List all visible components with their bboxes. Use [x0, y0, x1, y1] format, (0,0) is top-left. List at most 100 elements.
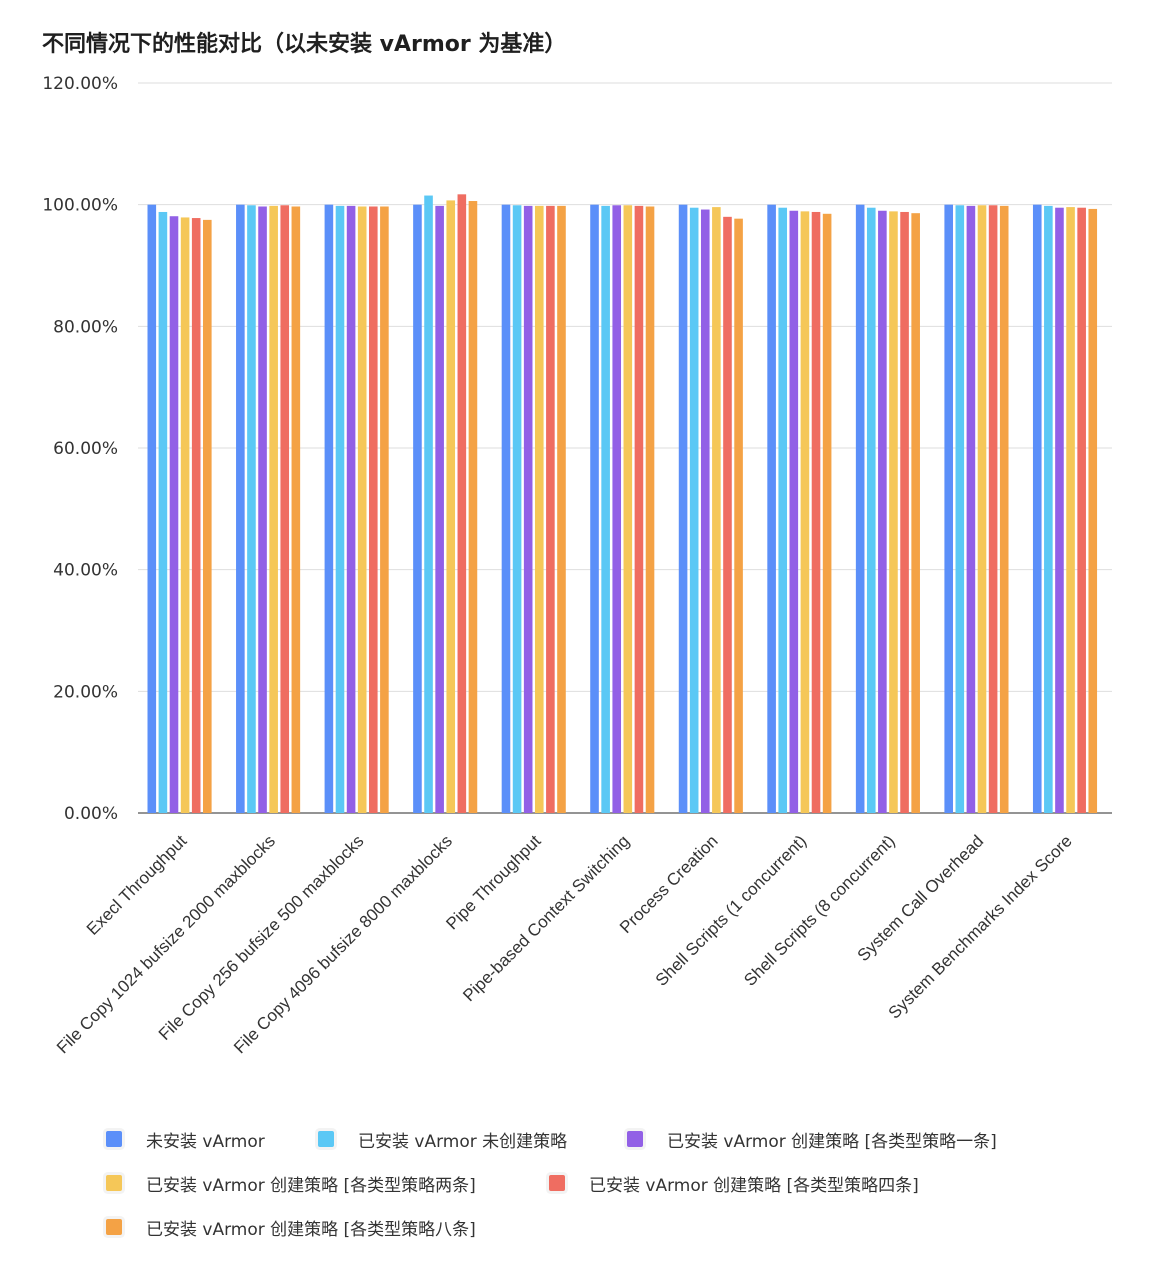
legend-item[interactable]: 已安装 vArmor 创建策略 [各类型策略一条]: [627, 1124, 997, 1154]
bar[interactable]: [955, 205, 965, 813]
bar[interactable]: [911, 213, 920, 813]
bar[interactable]: [280, 205, 290, 813]
legend-label: 已安装 vArmor 创建策略 [各类型策略四条]: [589, 1175, 919, 1196]
bar[interactable]: [889, 211, 898, 813]
bar[interactable]: [534, 205, 544, 814]
bar[interactable]: [1088, 208, 1098, 814]
bar[interactable]: [689, 207, 699, 814]
bar[interactable]: [634, 205, 644, 814]
bar-chart: 0.00% 20.00% 40.00% 60.00% 80.00% 100.00% 120.…: [42, 74, 1112, 1057]
legend-label: 已安装 vArmor 创建策略 [各类型策略八条]: [146, 1219, 476, 1240]
legend-swatch: [318, 1131, 334, 1147]
bar[interactable]: [789, 210, 799, 813]
bar[interactable]: [623, 205, 633, 813]
bar[interactable]: [800, 211, 810, 813]
bar[interactable]: [1055, 207, 1064, 814]
bars: [147, 194, 1098, 814]
legend-item[interactable]: 已安装 vArmor 创建策略 [各类型策略两条]: [106, 1168, 476, 1198]
bar[interactable]: [700, 209, 710, 814]
bar[interactable]: [346, 205, 356, 814]
y-tick-label: 100.00%: [42, 196, 118, 216]
bar[interactable]: [645, 206, 655, 813]
bar[interactable]: [723, 216, 732, 814]
y-tick-label: 0.00%: [64, 804, 118, 824]
legend-item[interactable]: 已安装 vArmor 创建策略 [各类型策略八条]: [106, 1212, 476, 1242]
legend-swatch: [106, 1175, 122, 1191]
bar[interactable]: [612, 205, 622, 813]
x-tick-label: Shell Scripts (1 concurrent): [652, 831, 810, 989]
y-tick-label: 40.00%: [53, 561, 118, 581]
bar[interactable]: [247, 205, 256, 813]
x-tick-label: Pipe Throughput: [442, 831, 544, 933]
bar[interactable]: [501, 204, 511, 813]
bar[interactable]: [767, 204, 776, 813]
bar[interactable]: [169, 216, 179, 814]
bar[interactable]: [446, 200, 456, 814]
bar[interactable]: [269, 205, 278, 814]
bar[interactable]: [822, 213, 832, 813]
y-axis-labels: 0.00% 20.00% 40.00% 60.00% 80.00% 100.00% 120.…: [42, 74, 118, 824]
bar[interactable]: [855, 204, 865, 813]
legend-swatch: [106, 1131, 122, 1147]
bar[interactable]: [457, 194, 467, 813]
bar[interactable]: [546, 205, 555, 814]
bar[interactable]: [944, 204, 954, 813]
bar[interactable]: [203, 219, 212, 813]
legend-label: 已安装 vArmor 未创建策略: [358, 1131, 568, 1152]
bar[interactable]: [977, 205, 987, 813]
bar[interactable]: [236, 204, 245, 813]
y-tick-label: 120.00%: [42, 74, 118, 94]
bar[interactable]: [678, 204, 688, 813]
bar[interactable]: [966, 205, 976, 814]
bar[interactable]: [734, 218, 743, 814]
bar[interactable]: [1077, 207, 1086, 814]
bar[interactable]: [413, 204, 422, 813]
bar[interactable]: [357, 206, 367, 813]
y-tick-label: 20.00%: [53, 682, 118, 702]
bar[interactable]: [866, 207, 876, 814]
y-tick-label: 80.00%: [53, 317, 118, 337]
bar[interactable]: [1066, 207, 1075, 814]
bar[interactable]: [1032, 204, 1042, 813]
bar[interactable]: [368, 206, 378, 813]
bar[interactable]: [191, 218, 201, 814]
bar[interactable]: [468, 201, 478, 813]
x-tick-label: System Benchmarks Index Score: [885, 831, 1076, 1022]
bar[interactable]: [778, 207, 788, 814]
legend-item[interactable]: 已安装 vArmor 未创建策略: [318, 1124, 567, 1154]
bar[interactable]: [523, 205, 533, 814]
bar[interactable]: [811, 211, 821, 813]
bar[interactable]: [324, 204, 334, 813]
bar[interactable]: [557, 205, 566, 814]
bar[interactable]: [335, 205, 345, 814]
bar[interactable]: [435, 205, 444, 814]
bar[interactable]: [878, 210, 887, 813]
bar[interactable]: [590, 204, 599, 813]
legend-item[interactable]: 未安装 vArmor: [106, 1124, 265, 1154]
bar[interactable]: [988, 205, 998, 813]
bar[interactable]: [900, 211, 909, 813]
bar[interactable]: [291, 206, 301, 813]
bar[interactable]: [380, 206, 389, 813]
chart-title: 不同情况下的性能对比（以未安装 vArmor 为基准）: [42, 32, 567, 57]
bar[interactable]: [147, 204, 157, 813]
bar[interactable]: [712, 207, 721, 814]
legend-swatch: [106, 1219, 122, 1235]
legend-label: 未安装 vArmor: [146, 1131, 265, 1152]
bar[interactable]: [601, 205, 610, 814]
legend-swatch: [627, 1131, 643, 1147]
bar[interactable]: [512, 205, 522, 813]
legend-swatch: [549, 1175, 565, 1191]
y-tick-label: 60.00%: [53, 439, 118, 459]
legend-item[interactable]: 已安装 vArmor 创建策略 [各类型策略四条]: [549, 1168, 919, 1198]
bar[interactable]: [1044, 205, 1053, 814]
bar[interactable]: [424, 195, 433, 813]
x-tick-label: Shell Scripts (8 concurrent): [740, 831, 898, 989]
bar[interactable]: [258, 206, 267, 813]
bar[interactable]: [180, 217, 190, 814]
legend-label: 已安装 vArmor 创建策略 [各类型策略两条]: [146, 1175, 476, 1196]
legend-label: 已安装 vArmor 创建策略 [各类型策略一条]: [667, 1131, 997, 1152]
bar[interactable]: [158, 211, 168, 813]
x-tick-label: Pipe-based Context Switching: [459, 831, 633, 1005]
bar[interactable]: [999, 205, 1009, 814]
